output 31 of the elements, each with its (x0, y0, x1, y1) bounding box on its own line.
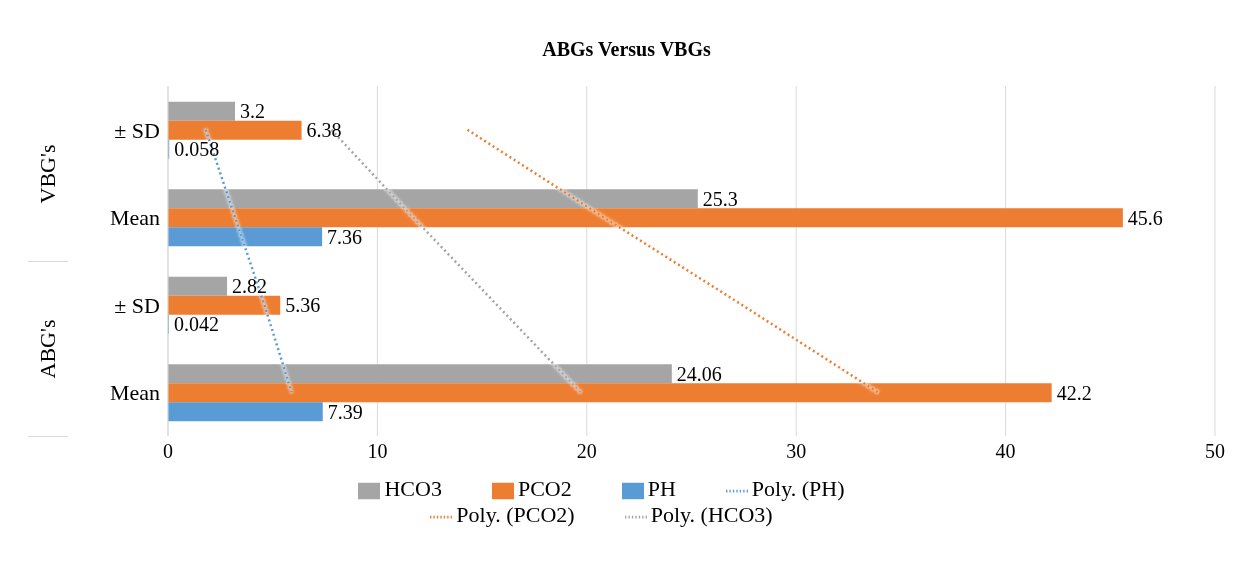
data-label: 3.2 (240, 100, 266, 123)
data-label: 25.3 (702, 187, 738, 210)
text: ABG's (35, 319, 61, 378)
x-tick-label: 10 (367, 440, 388, 463)
legend-label: PCO2 (517, 476, 572, 501)
x-tick-label: 30 (786, 440, 807, 463)
x-tick-label: 0 (163, 440, 173, 463)
x-tick-label: 40 (995, 440, 1016, 463)
data-label: 5.36 (285, 294, 321, 317)
legend-label: Poly. (HCO3) (650, 502, 773, 527)
data-label: 42.2 (1056, 381, 1092, 404)
x-tick-label: 20 (576, 440, 597, 463)
data-label: 7.39 (327, 400, 363, 423)
legend-label: PH (647, 476, 676, 501)
chart-title: ABGs Versus VBGs (541, 37, 712, 62)
data-label: 0.058 (174, 138, 220, 161)
y-tick-label: ± SD (114, 292, 160, 318)
text: VBG's (35, 144, 61, 203)
data-label: 45.6 (1127, 206, 1163, 229)
legend-label: Poly. (PH) (751, 476, 845, 501)
y-tick-label: ± SD (114, 117, 160, 143)
data-label: 2.82 (232, 275, 268, 298)
data-label: 7.36 (327, 225, 363, 248)
y-tick-label: Mean (109, 380, 160, 406)
legend-label: Poly. (PCO2) (456, 502, 575, 527)
x-tick-label: 50 (1205, 440, 1225, 463)
legend-label: HCO3 (384, 476, 442, 501)
y-tick-label: Mean (109, 205, 160, 231)
data-label: 24.06 (676, 362, 722, 385)
data-label: 0.042 (173, 313, 219, 336)
data-label: 6.38 (306, 119, 342, 142)
